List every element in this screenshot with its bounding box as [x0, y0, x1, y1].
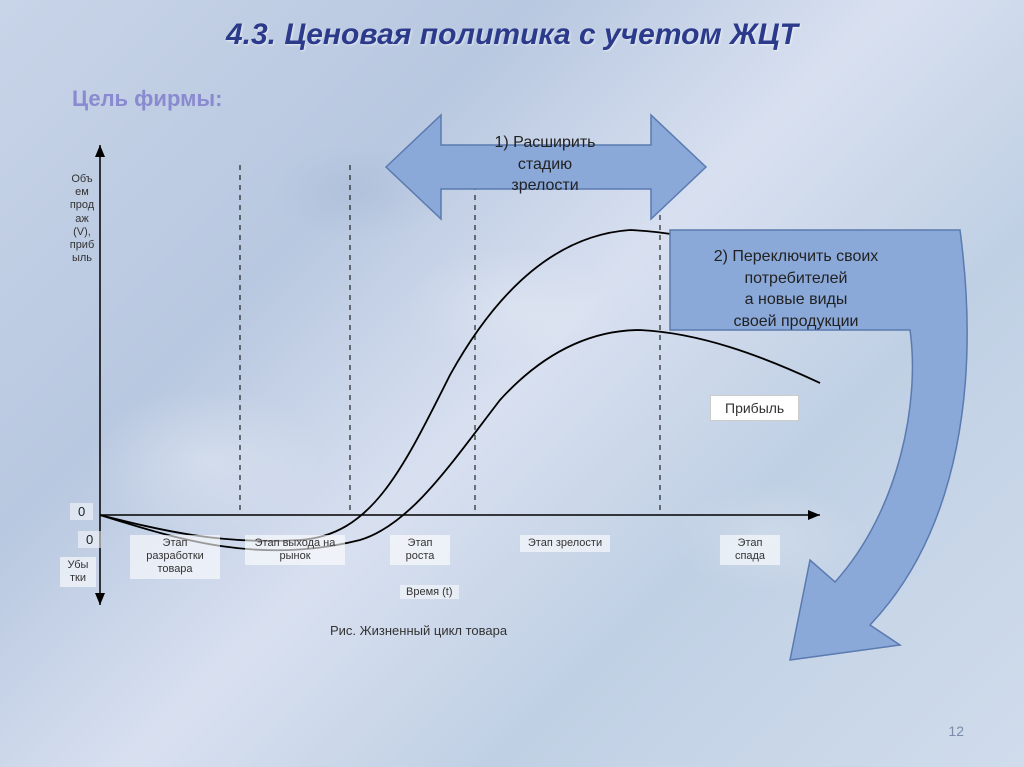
stage-label-4: Этап зрелости: [520, 535, 610, 552]
stage-label-2: Этап выхода на рынок: [245, 535, 345, 565]
losses-label: Убы тки: [60, 557, 96, 587]
zero-label-upper: 0: [70, 503, 93, 520]
callout-2: 2) Переключить своих потребителей а новы…: [686, 246, 906, 332]
zero-label-lower: 0: [78, 531, 101, 548]
x-axis-label: Время (t): [400, 585, 459, 599]
callout-1: 1) Расширить стадию зрелости: [455, 132, 635, 197]
slide-title: 4.3. Ценовая политика с учетом ЖЦТ: [0, 18, 1024, 52]
slide-subtitle: Цель фирмы:: [72, 86, 223, 112]
stage-label-3: Этап роста: [390, 535, 450, 565]
page-number: 12: [948, 723, 964, 739]
stage-label-1: Этап разработки товара: [130, 535, 220, 579]
y-axis-label: Объ ем прод аж (V), приб ыль: [62, 173, 102, 265]
chart-caption: Рис. Жизненный цикл товара: [330, 623, 507, 638]
